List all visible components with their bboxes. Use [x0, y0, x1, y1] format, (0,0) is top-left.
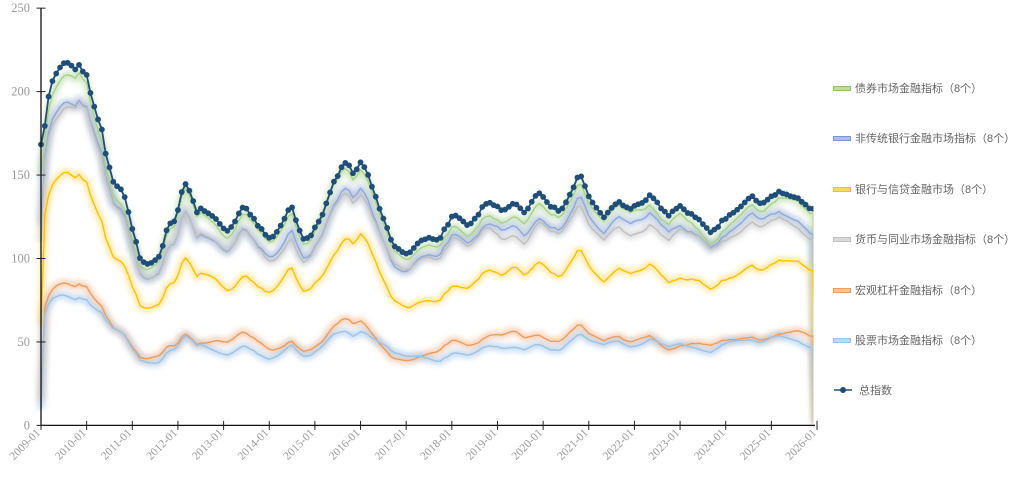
- svg-text:2016-01: 2016-01: [327, 427, 363, 463]
- svg-text:250: 250: [11, 1, 30, 15]
- svg-text:2019-01: 2019-01: [464, 427, 500, 463]
- svg-text:2018-01: 2018-01: [418, 427, 454, 463]
- svg-text:0: 0: [24, 418, 30, 432]
- svg-text:2024-01: 2024-01: [692, 427, 728, 463]
- svg-text:2023-01: 2023-01: [647, 427, 683, 463]
- svg-text:200: 200: [11, 85, 30, 99]
- svg-text:50: 50: [18, 335, 31, 349]
- svg-text:2026-01: 2026-01: [784, 427, 820, 463]
- svg-text:2010-01: 2010-01: [53, 427, 89, 463]
- svg-text:2014-01: 2014-01: [236, 427, 272, 463]
- svg-text:2012-01: 2012-01: [144, 427, 180, 463]
- svg-text:2015-01: 2015-01: [281, 427, 317, 463]
- svg-text:2011-01: 2011-01: [99, 427, 134, 462]
- svg-text:2021-01: 2021-01: [555, 427, 591, 463]
- svg-text:150: 150: [11, 168, 30, 182]
- svg-text:2017-01: 2017-01: [373, 427, 409, 463]
- svg-text:2025-01: 2025-01: [738, 427, 774, 463]
- svg-text:2013-01: 2013-01: [190, 427, 226, 463]
- svg-text:2020-01: 2020-01: [510, 427, 546, 463]
- svg-text:100: 100: [11, 252, 30, 266]
- svg-text:2022-01: 2022-01: [601, 427, 637, 463]
